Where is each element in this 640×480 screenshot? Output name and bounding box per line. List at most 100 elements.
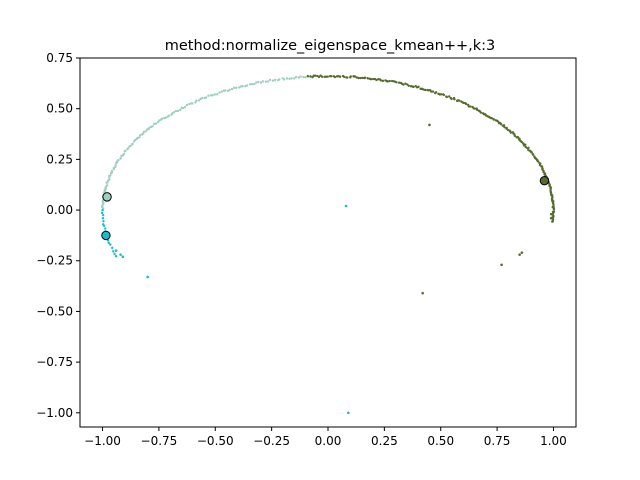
- data-point: [551, 210, 555, 214]
- y-axis: 0.75 0.50 0.25 0.00 −0.25 −0.50 −0.75 −1.00: [36, 51, 80, 420]
- centroid-marker-2: [101, 230, 111, 241]
- data-point: [388, 79, 391, 83]
- data-point: [248, 83, 252, 86]
- data-point: [104, 227, 107, 230]
- data-point: [409, 85, 413, 88]
- data-point: [111, 246, 114, 250]
- data-point: [500, 263, 503, 267]
- series-1: [100, 75, 310, 212]
- data-point: [253, 82, 256, 86]
- data-point: [199, 97, 202, 101]
- data-point: [359, 76, 362, 80]
- data-point: [101, 208, 104, 212]
- data-point: [323, 75, 326, 79]
- data-point: [264, 80, 268, 83]
- data-point: [549, 216, 553, 220]
- data-point: [108, 174, 111, 177]
- y-tick-label: 0.00: [46, 203, 73, 217]
- data-point: [139, 133, 142, 137]
- data-point: [239, 85, 243, 88]
- data-point: [549, 189, 552, 193]
- data-point: [101, 213, 105, 217]
- data-point: [119, 253, 122, 256]
- data-point: [268, 78, 272, 82]
- centroid-marker-3: [539, 175, 550, 186]
- data-point: [222, 89, 226, 92]
- data-point: [215, 93, 219, 96]
- data-point: [397, 81, 401, 84]
- data-point: [306, 74, 309, 78]
- data-point: [406, 83, 409, 86]
- data-point: [293, 77, 296, 80]
- data-point: [226, 89, 230, 93]
- data-point: [130, 143, 134, 146]
- data-point: [235, 86, 238, 89]
- data-point: [551, 219, 555, 223]
- data-point: [138, 136, 141, 139]
- data-point: [404, 82, 407, 85]
- centroid-marker-1: [102, 192, 112, 202]
- data-point: [101, 217, 105, 220]
- data-point: [552, 203, 555, 207]
- data-point: [102, 220, 105, 223]
- y-tick-label: −0.25: [36, 254, 73, 268]
- data-point: [114, 162, 118, 165]
- data-point: [515, 136, 518, 139]
- series-3: [306, 74, 556, 295]
- data-point: [445, 95, 448, 98]
- data-point: [132, 140, 136, 143]
- data-point: [266, 80, 270, 83]
- x-tick-label: −0.50: [197, 434, 234, 448]
- data-point: [371, 77, 375, 81]
- data-point: [464, 102, 467, 105]
- data-point: [213, 93, 216, 96]
- data-point: [428, 123, 431, 127]
- data-point: [207, 94, 210, 97]
- data-point: [102, 224, 106, 228]
- data-point: [176, 109, 180, 113]
- data-point: [549, 212, 553, 216]
- data-point: [341, 74, 345, 78]
- data-point: [411, 85, 415, 88]
- data-point: [518, 253, 521, 256]
- data-point: [163, 117, 166, 120]
- data-point: [449, 96, 453, 100]
- data-point: [142, 130, 146, 133]
- y-tick-label: −1.00: [36, 406, 73, 420]
- data-point: [112, 167, 115, 171]
- data-point: [304, 76, 307, 79]
- data-point: [255, 81, 258, 84]
- data-point: [460, 100, 463, 103]
- data-point: [166, 115, 169, 118]
- x-tick-label: −0.75: [141, 434, 178, 448]
- data-point: [345, 76, 348, 79]
- data-point: [302, 75, 305, 79]
- data-point: [259, 81, 263, 84]
- data-point: [190, 102, 193, 105]
- data-point: [349, 76, 352, 79]
- data-point: [531, 153, 535, 156]
- data-point: [188, 102, 191, 106]
- data-point: [527, 148, 530, 152]
- data-point: [434, 91, 437, 95]
- centroid-markers: [101, 175, 550, 241]
- data-point: [100, 211, 104, 215]
- data-point: [311, 76, 314, 79]
- data-point: [203, 96, 207, 100]
- x-axis: −1.00 −0.75 −0.50 −0.25 0.00 0.25 0.50 0.75 1.00: [84, 427, 567, 448]
- data-point: [332, 75, 336, 78]
- data-points: [100, 74, 556, 415]
- x-tick-label: −0.25: [253, 434, 290, 448]
- data-point: [238, 86, 241, 89]
- data-point: [381, 79, 385, 83]
- data-point: [442, 93, 445, 96]
- data-point: [421, 291, 424, 295]
- data-point: [257, 80, 260, 84]
- data-point: [481, 112, 485, 115]
- data-point: [533, 155, 536, 158]
- data-point: [466, 103, 470, 107]
- data-point: [144, 130, 148, 133]
- data-point: [471, 105, 474, 109]
- data-point: [294, 75, 298, 79]
- data-point: [123, 150, 126, 153]
